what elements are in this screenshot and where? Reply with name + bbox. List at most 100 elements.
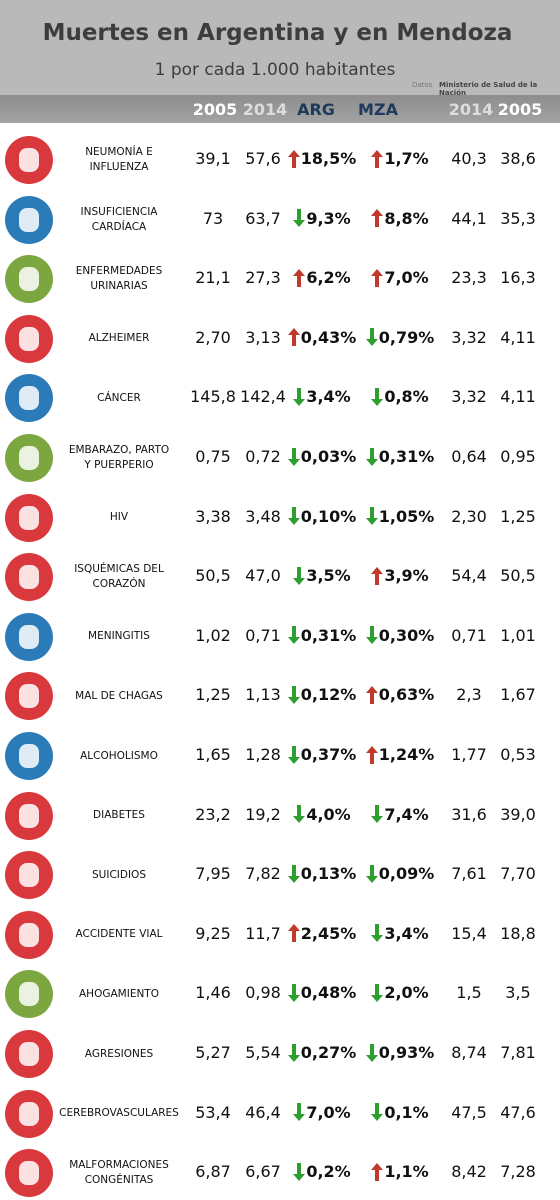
mza-2014: 3,32: [451, 327, 487, 347]
label-line: CEREBROVASCULARES: [59, 1107, 179, 1120]
arg-change: 18,5%: [286, 149, 358, 168]
arrow-down: [365, 507, 378, 526]
arrow-down: [287, 983, 300, 1002]
header: Muertes en Argentina y en Mendoza 1 por …: [0, 0, 560, 97]
arg-change-value: 0,13%: [300, 864, 357, 884]
arg-2014: 5,54: [245, 1043, 281, 1062]
column-header: 2005 2014 ARG MZA 2014 2005: [0, 95, 560, 123]
arrow-down: [293, 387, 306, 406]
mza-change: 0,1%: [364, 1103, 436, 1122]
mza-change: 7,4%: [364, 805, 436, 824]
mza-2005: 0,95: [500, 447, 536, 466]
arrow-down: [365, 328, 378, 347]
cause-label: MAL DE CHAGAS: [56, 666, 182, 726]
arg-2014: 11,7: [245, 923, 281, 943]
arg-2005: 9,25: [195, 923, 231, 943]
arrow-down: [371, 1103, 384, 1122]
arg-change: 0,43%: [286, 328, 358, 347]
arg-change-value: 0,12%: [300, 685, 357, 705]
mza-2014: 47,5: [451, 1102, 487, 1122]
cause-icon: [5, 732, 53, 780]
label-line: DIABETES: [93, 809, 145, 822]
label-line: MALFORMACIONES: [69, 1159, 169, 1172]
arrow-up: [371, 209, 384, 228]
label-line: INFLUENZA: [89, 161, 149, 173]
arg-change-value: 3,4%: [306, 387, 351, 407]
cause-icon: [5, 791, 53, 840]
table-row: MAL DE CHAGAS 1,25 1,13 0,12% 0,63% 2,3 1,67: [0, 666, 560, 726]
label-line: CARDÍACA: [91, 220, 147, 233]
mza-2005: 16,3: [500, 268, 536, 288]
table-row: ISQUÉMICAS DEL CORAZÓN 50,5 47,0 3,5% 3,9% 54,…: [0, 547, 560, 607]
arg-change-value: 0,10%: [300, 506, 357, 526]
arrow-down: [287, 626, 300, 645]
arg-change: 0,48%: [286, 983, 358, 1002]
arrow-up: [371, 268, 384, 287]
mza-2014: 2,3: [456, 685, 482, 705]
arg-2014: 63,7: [245, 208, 281, 228]
cause-icon: [5, 672, 53, 721]
table-row: INSUFICIENCIA CARDÍACA 73 63,7 9,3% 8,8% 44,1 3…: [0, 190, 560, 250]
arrow-up: [365, 685, 378, 704]
cause-icon: [5, 434, 53, 482]
mza-2014: 40,3: [451, 149, 487, 168]
source-label: Datos: [412, 81, 433, 89]
arg-2014: 0,72: [245, 447, 281, 466]
mza-2014: 2,30: [451, 506, 487, 526]
table-row: MENINGITIS 1,02 0,71 0,31% 0,30% 0,71 1,01: [0, 607, 560, 667]
cause-icon: [5, 493, 53, 542]
cause-label: HIV: [56, 488, 182, 548]
mza-2014: 44,1: [451, 208, 487, 228]
mza-2014: 23,3: [451, 268, 487, 288]
cause-icon: [5, 195, 53, 244]
mza-2014: 7,61: [451, 864, 487, 884]
arg-change: 0,37%: [286, 745, 358, 764]
cause-label: MALFORMACIONES CONGÉNITAS: [56, 1143, 182, 1200]
arg-2014: 1,13: [245, 685, 281, 705]
mza-2014: 0,64: [451, 447, 487, 466]
mza-change: 0,79%: [364, 328, 436, 347]
mza-2005: 1,01: [500, 625, 536, 645]
arg-change-value: 0,48%: [300, 983, 357, 1003]
cause-label: DIABETES: [56, 786, 182, 846]
mza-2014: 1,77: [451, 745, 487, 764]
arg-change: 0,2%: [286, 1162, 358, 1181]
cause-icon: [5, 612, 53, 661]
mza-change: 1,7%: [364, 149, 436, 168]
cause-icon: [5, 374, 53, 423]
cause-label: ISQUÉMICAS DEL CORAZÓN: [56, 547, 182, 607]
label-line: Y PUERPERIO: [84, 459, 154, 471]
arrow-down: [365, 447, 378, 466]
mza-change: 1,1%: [364, 1162, 436, 1181]
mza-change: 0,09%: [364, 864, 436, 883]
mza-change: 0,30%: [364, 626, 436, 645]
arg-2005: 1,25: [195, 685, 231, 705]
mza-change-value: 0,63%: [378, 685, 435, 705]
mza-2005: 39,0: [500, 804, 536, 824]
arg-2005: 145,8: [190, 387, 236, 407]
label-line: ACCIDENTE VIAL: [75, 928, 163, 941]
mza-2014: 31,6: [451, 804, 487, 824]
arrow-down: [371, 983, 384, 1002]
arrow-down: [287, 447, 300, 466]
arg-change: 0,10%: [286, 507, 358, 526]
mza-change: 3,9%: [364, 566, 436, 585]
mza-change-value: 0,31%: [378, 447, 435, 466]
table-row: ALCOHOLISMO 1,65 1,28 0,37% 1,24% 1,77 0,53: [0, 726, 560, 786]
mza-change-value: 7,0%: [384, 268, 429, 288]
arg-change: 0,27%: [286, 1043, 358, 1062]
mza-2005: 1,25: [500, 506, 536, 526]
cause-icon: [5, 1089, 53, 1138]
arg-change-value: 18,5%: [300, 149, 357, 168]
arg-2005: 53,4: [195, 1102, 231, 1122]
mza-2005: 38,6: [500, 149, 536, 168]
column-title: 2014: [448, 100, 494, 119]
mza-2005: 4,11: [500, 387, 536, 407]
arg-change-value: 0,03%: [300, 447, 357, 466]
arrow-down: [365, 626, 378, 645]
label-line: MAL DE CHAGAS: [75, 689, 163, 702]
arg-change: 4,0%: [286, 805, 358, 824]
arg-change-value: 0,2%: [306, 1162, 351, 1182]
title: Muertes en Argentina y en Mendoza: [42, 20, 513, 46]
